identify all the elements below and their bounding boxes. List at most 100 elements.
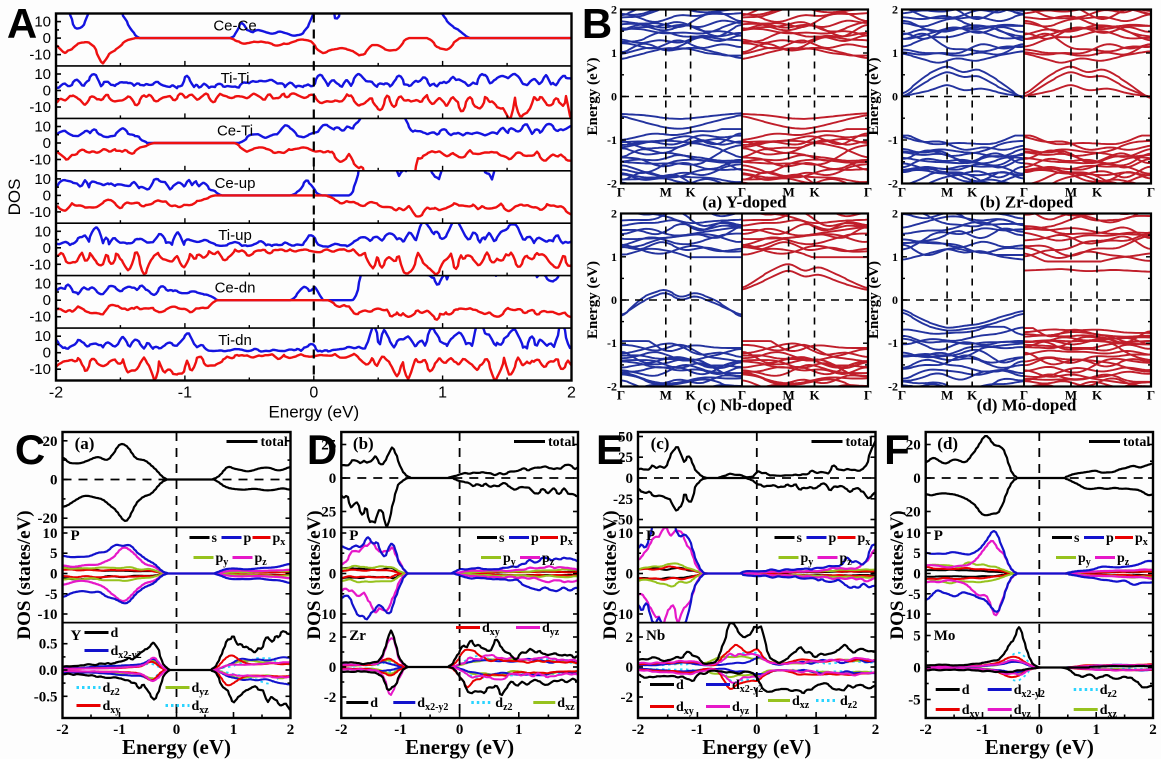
- svg-text:dyz: dyz: [1014, 703, 1032, 720]
- svg-text:-1: -1: [607, 336, 617, 350]
- svg-text:Ce-up: Ce-up: [215, 175, 256, 192]
- svg-text:0.5: 0.5: [39, 637, 58, 653]
- svg-text:2: 2: [574, 722, 582, 738]
- svg-text:-2: -2: [919, 722, 932, 738]
- svg-text:py: py: [503, 551, 516, 568]
- svg-text:total: total: [846, 435, 873, 450]
- svg-text:Ti-dn: Ti-dn: [218, 332, 252, 349]
- svg-text:dxz: dxz: [792, 694, 810, 711]
- svg-text:1: 1: [611, 46, 617, 60]
- svg-text:Γ: Γ: [617, 388, 625, 403]
- svg-text:M: M: [660, 388, 672, 403]
- svg-text:-10: -10: [901, 607, 921, 623]
- svg-text:10: 10: [618, 526, 633, 542]
- svg-text:dxy: dxy: [482, 621, 500, 638]
- svg-text:-2: -2: [888, 177, 898, 191]
- svg-text:Ce-Ce: Ce-Ce: [213, 18, 256, 35]
- svg-text:-5: -5: [45, 587, 58, 603]
- svg-text:0: 0: [173, 722, 181, 738]
- svg-text:-10: -10: [29, 152, 51, 169]
- svg-text:p: p: [1106, 531, 1114, 546]
- svg-text:s: s: [212, 531, 218, 546]
- svg-text:1: 1: [892, 250, 898, 264]
- svg-text:(a) Y-doped: (a) Y-doped: [702, 193, 787, 212]
- svg-text:s: s: [1074, 531, 1080, 546]
- svg-text:dxz: dxz: [1100, 703, 1118, 720]
- svg-text:M: M: [1065, 388, 1077, 403]
- svg-text:DOS (states/eV): DOS (states/eV): [304, 510, 325, 639]
- svg-text:Γ: Γ: [898, 185, 906, 200]
- svg-text:dxz: dxz: [192, 699, 210, 716]
- svg-text:0: 0: [626, 471, 634, 487]
- svg-text:0: 0: [753, 722, 761, 738]
- svg-text:-1: -1: [976, 722, 989, 738]
- svg-text:K: K: [967, 185, 978, 200]
- svg-text:dz2: dz2: [495, 696, 512, 713]
- svg-text:(d) Mo-doped: (d) Mo-doped: [977, 396, 1077, 415]
- svg-text:0: 0: [329, 567, 337, 583]
- svg-text:dyz: dyz: [192, 681, 210, 698]
- svg-text:(c) Nb-doped: (c) Nb-doped: [697, 396, 792, 415]
- svg-text:Γ: Γ: [617, 185, 625, 200]
- svg-text:-25: -25: [316, 505, 336, 521]
- svg-text:d: d: [676, 678, 684, 693]
- svg-text:Zr: Zr: [349, 628, 366, 644]
- svg-text:5: 5: [913, 546, 921, 562]
- svg-text:1: 1: [892, 46, 898, 60]
- svg-text:2: 2: [567, 385, 576, 402]
- svg-text:-5: -5: [908, 693, 921, 709]
- svg-text:10: 10: [34, 223, 51, 240]
- svg-text:px: px: [858, 531, 871, 548]
- svg-text:C: C: [15, 426, 45, 473]
- svg-text:1: 1: [611, 250, 617, 264]
- svg-text:-10: -10: [38, 607, 58, 623]
- svg-text:s: s: [499, 531, 505, 546]
- svg-text:0: 0: [913, 471, 921, 487]
- svg-text:2: 2: [872, 722, 880, 738]
- svg-text:Energy (eV): Energy (eV): [866, 58, 882, 136]
- svg-text:0: 0: [43, 187, 51, 204]
- svg-text:Y: Y: [71, 628, 82, 644]
- svg-text:Nb: Nb: [646, 628, 665, 644]
- svg-text:0.0: 0.0: [39, 663, 58, 679]
- svg-text:-10: -10: [316, 607, 336, 623]
- svg-text:s: s: [797, 531, 803, 546]
- svg-text:-1: -1: [394, 722, 407, 738]
- svg-text:Ti-up: Ti-up: [218, 227, 252, 244]
- svg-text:10: 10: [34, 276, 51, 293]
- svg-text:pz: pz: [542, 551, 555, 568]
- svg-text:Energy (eV): Energy (eV): [405, 735, 514, 759]
- svg-text:dxz: dxz: [557, 696, 575, 713]
- svg-text:dx2-y2: dx2-y2: [111, 644, 142, 661]
- svg-text:p: p: [531, 531, 539, 546]
- svg-text:1: 1: [812, 722, 820, 738]
- svg-text:0: 0: [892, 90, 898, 104]
- svg-text:(c): (c): [651, 434, 670, 453]
- svg-text:10: 10: [34, 328, 51, 345]
- svg-text:K: K: [686, 185, 697, 200]
- svg-text:25: 25: [618, 450, 633, 466]
- svg-text:B: B: [582, 0, 612, 47]
- svg-text:-1: -1: [113, 722, 126, 738]
- svg-text:0: 0: [626, 567, 634, 583]
- svg-text:P: P: [71, 528, 80, 544]
- svg-text:-1: -1: [607, 133, 617, 147]
- svg-text:-2: -2: [49, 385, 63, 402]
- svg-text:0: 0: [43, 30, 51, 47]
- svg-text:0: 0: [913, 567, 921, 583]
- svg-text:5: 5: [913, 629, 921, 645]
- svg-text:d: d: [370, 696, 378, 711]
- svg-text:0: 0: [309, 385, 318, 402]
- svg-text:py: py: [1078, 551, 1091, 568]
- svg-text:10: 10: [34, 171, 51, 188]
- svg-text:-2: -2: [888, 380, 898, 394]
- svg-text:M: M: [782, 185, 794, 200]
- svg-text:-10: -10: [29, 99, 51, 116]
- svg-text:DOS (states/eV): DOS (states/eV): [887, 510, 908, 639]
- svg-text:0: 0: [43, 345, 51, 362]
- svg-text:50: 50: [618, 430, 633, 446]
- svg-text:M: M: [782, 388, 794, 403]
- svg-text:1: 1: [1092, 722, 1100, 738]
- svg-text:-10: -10: [29, 256, 51, 273]
- svg-text:dz2: dz2: [1100, 683, 1117, 700]
